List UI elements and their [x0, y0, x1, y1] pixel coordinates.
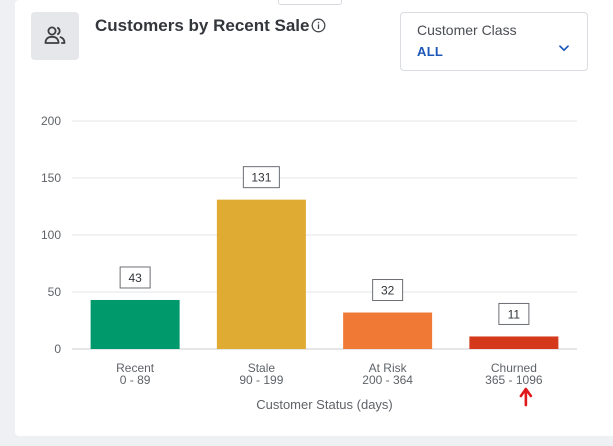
- y-tick-label: 50: [48, 285, 62, 299]
- y-tick-label: 0: [54, 342, 61, 356]
- data-label: 32: [381, 284, 395, 298]
- data-label-box: [372, 279, 404, 302]
- customers-group-icon: [44, 26, 66, 44]
- info-circle-icon[interactable]: [311, 18, 326, 33]
- bar-recent[interactable]: [90, 299, 180, 349]
- red-arrow-annotation-icon: [519, 387, 533, 407]
- data-label: 131: [251, 171, 271, 185]
- customer-class-dropdown[interactable]: Customer Class ALL: [400, 12, 588, 71]
- y-tick-label: 100: [41, 228, 61, 242]
- data-label-box: [242, 166, 280, 189]
- bar-churned[interactable]: [469, 336, 559, 349]
- x-tick-label: Recent: [116, 361, 155, 375]
- customer-class-value: ALL: [417, 44, 444, 59]
- data-label: 11: [508, 307, 521, 321]
- data-label-box: [498, 302, 530, 325]
- x-axis-title: Customer Status (days): [256, 397, 393, 412]
- x-tick-range: 0 - 89: [120, 373, 151, 387]
- x-tick-range: 365 - 1096: [485, 373, 543, 387]
- x-tick-label: Stale: [248, 361, 276, 375]
- y-tick-label: 200: [41, 114, 61, 128]
- page-title: Customers by Recent Sale: [95, 16, 310, 35]
- customers-icon-tile: [31, 12, 79, 60]
- bar-at-risk[interactable]: [343, 312, 433, 349]
- y-tick-label: 150: [41, 171, 61, 185]
- x-tick-label: Churned: [491, 361, 537, 375]
- x-tick-range: 90 - 199: [239, 373, 283, 387]
- data-label: 43: [128, 271, 142, 285]
- x-tick-range: 200 - 364: [362, 373, 413, 387]
- chart-card: [15, 0, 613, 436]
- drag-handle[interactable]: [278, 0, 342, 5]
- data-label-box: [119, 266, 151, 289]
- customer-class-label: Customer Class: [417, 22, 517, 38]
- chevron-down-icon: [559, 45, 569, 52]
- bar-stale[interactable]: [216, 199, 306, 349]
- x-tick-label: At Risk: [369, 361, 408, 375]
